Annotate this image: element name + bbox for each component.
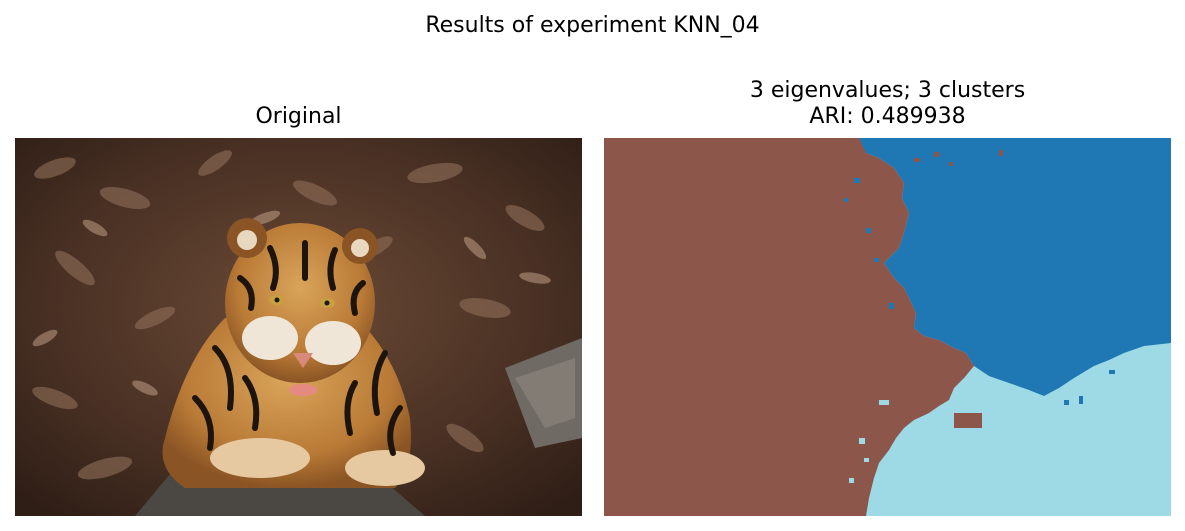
figure-suptitle: Results of experiment KNN_04 bbox=[425, 13, 760, 38]
segmentation-title-line2: ARI: 0.489938 bbox=[809, 104, 966, 129]
segmentation-graphic bbox=[604, 138, 1171, 516]
tiger-photo-graphic bbox=[15, 138, 582, 516]
cluster-brown-region bbox=[604, 138, 974, 516]
segmentation-title-line1: 3 eigenvalues; 3 clusters bbox=[749, 78, 1026, 103]
original-panel-title: Original bbox=[255, 104, 342, 129]
segmentation-panel-title: 3 eigenvalues; 3 clusters ARI: 0.489938 bbox=[604, 78, 1171, 130]
segmentation-map bbox=[604, 138, 1171, 516]
original-photo bbox=[15, 138, 582, 516]
cluster-blue-region bbox=[854, 138, 1171, 396]
